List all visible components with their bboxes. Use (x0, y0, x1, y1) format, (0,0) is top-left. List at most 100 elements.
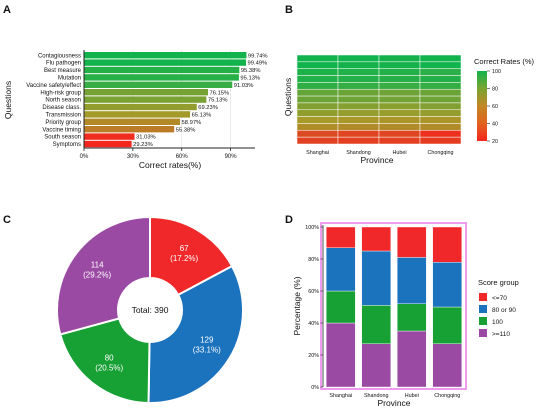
panel-b-heatmap-cell (337, 54, 380, 63)
panel-b-x-title: Province (360, 155, 393, 165)
panel-b-heatmap-cell (378, 82, 421, 90)
panel-a-value-labels: 99.74% 99.49%95.38% 95.13%91.03% 76.15% 75.1… (133, 53, 268, 148)
panel-b-heatmap-cell (337, 130, 380, 138)
panel-b-heatmap-cell (378, 95, 421, 104)
panel-d-bar-segment (432, 226, 463, 263)
panel-b-heatmap-cell (296, 123, 339, 131)
panel-b-heatmap-cell (296, 109, 339, 117)
panel-b-heatmap-cell (419, 61, 462, 69)
panel-a-category-label: Symptoms (53, 142, 81, 148)
panel-a-category-label: Priority group (45, 120, 81, 126)
panel-a-category-label: Contagiousness (38, 53, 81, 59)
panel-b-heatmap-cell (337, 116, 380, 124)
panel-b-heatmap-cell (337, 123, 380, 131)
panel-d: D 0% 20% 40% 60% 80% 100% Shanghai Shandong Hub… (285, 214, 519, 408)
panel-b-heatmap-cell (378, 136, 421, 145)
panel-a-x-tick-label: 90% (225, 154, 238, 160)
panel-d-bar-segment (396, 226, 427, 258)
panel-c-slice-count: 80 (105, 354, 114, 363)
panel-c-donut-slice (147, 264, 244, 404)
panel-a-bar (84, 52, 247, 59)
panel-d-legend-title: Score group (478, 278, 519, 287)
panel-b-x-ticks: Shanghai Shandong Hubei Chongqing (306, 150, 453, 156)
panel-b-letter: B (285, 4, 293, 16)
panel-c-slice-count: 129 (200, 336, 214, 345)
panel-a-category-label: Flu pathogen (46, 61, 81, 67)
panel-c-slice-percent: (17.2%) (170, 254, 198, 263)
panel-b-heatmap-cell (419, 130, 462, 138)
panel-a-value-label: 76.15% (210, 90, 230, 96)
panel-a-bar (84, 74, 239, 81)
panel-b-colorbar-tick-label: 80 (492, 87, 498, 93)
panel-a-category-label: North season (45, 98, 81, 104)
panel-c-slice-percent: (20.5%) (95, 364, 123, 373)
panel-b-heatmap-cell (337, 109, 380, 117)
panel-b-heatmap-cell (337, 136, 380, 145)
panel-b-heatmap-cell (419, 88, 462, 97)
panel-b-heatmap-cell (296, 54, 339, 63)
panel-b-heatmap-cell (296, 130, 339, 138)
panel-c: C 67(17.2%) 129(33.1%) 80(20.5%) 114(29.2%)… (3, 214, 244, 405)
panel-c-donut-slice (149, 215, 234, 297)
panel-a-bar (84, 96, 207, 103)
panel-c-slice-labels: 67(17.2%) 129(33.1%) 80(20.5%) 114(29.2%) (83, 244, 221, 373)
panel-b-heatmap-cell (337, 75, 380, 83)
panel-a-value-label: 95.13% (240, 76, 260, 82)
panel-b-heatmap-cell (337, 102, 380, 111)
panel-b-heatmap-cell (296, 75, 339, 83)
panel-d-legend-swatch (479, 329, 487, 337)
panel-a-bar (84, 140, 132, 148)
panel-d-y-tick-label: 60% (308, 289, 319, 295)
panel-a-bar (84, 118, 181, 125)
panel-b-x-tick-label: Chongqing (427, 150, 453, 156)
panel-b-heatmap-cell (337, 61, 380, 69)
panel-d-bar-segment (325, 290, 356, 324)
panel-d-bar-segment (396, 257, 427, 304)
panel-a-bar (84, 59, 247, 66)
panel-b-heatmap-cell (296, 61, 339, 69)
panel-a-x-tick-label: 60% (176, 154, 189, 160)
panel-d-letter: D (285, 214, 293, 226)
panel-d-y-title: Percentage (%) (292, 276, 302, 335)
panel-b-x-tick-label: Hubei (392, 150, 406, 156)
panel-b-heatmap-cell (419, 123, 462, 131)
panel-d-bar-segment (361, 226, 392, 252)
panel-b-heatmap-cell (378, 123, 421, 131)
panel-b-heatmap-cell (337, 68, 380, 76)
panel-b-heatmap-cell (378, 54, 421, 63)
panel-a-value-label: 65.13% (192, 113, 212, 119)
panel-a-x-ticks: 0% 30% 60% 90% (80, 148, 238, 160)
panel-a-value-label: 75.13% (208, 98, 228, 104)
panel-d-bar-segment (432, 262, 463, 308)
panel-b-heatmap-cell (378, 75, 421, 83)
panel-c-slice-count: 67 (180, 244, 189, 253)
panel-b-heatmap-cell (419, 136, 462, 145)
panel-a-category-label: Disease class. (42, 105, 81, 111)
panel-b-heatmap-cell (419, 75, 462, 83)
panel-c-slice-count: 114 (91, 261, 104, 270)
panel-a-x-tick-label: 0% (80, 154, 89, 160)
panel-a-category-label: Vaccine safety/effect (26, 83, 81, 89)
panel-d-legend: <=70 80 or 90 100 >=110 (479, 293, 516, 338)
panel-b-colorbar-tick-label: 20 (492, 139, 498, 145)
panel-b-x-tick-label: Shandong (346, 150, 371, 156)
panel-a-bar (84, 89, 209, 96)
panel-b-heatmap-cells (296, 54, 462, 145)
panel-a-category-label: South season (44, 135, 81, 141)
panel-b-legend-title: Correct Rates (%) (474, 57, 535, 66)
panel-a-bars (84, 52, 247, 148)
panel-b-heatmap-cell (419, 82, 462, 90)
panel-c-slice-percent: (29.2%) (83, 271, 111, 280)
panel-a-value-label: 95.38% (241, 68, 261, 74)
panel-d-x-tick-label: Shanghai (329, 393, 352, 399)
panel-a-x-tick-label: 30% (127, 154, 140, 160)
panel-c-center-total: Total: 390 (132, 305, 169, 315)
panel-b-heatmap-cell (378, 109, 421, 117)
panel-d-legend-label: 80 or 90 (492, 307, 516, 314)
panel-d-y-tick-label: 40% (308, 321, 319, 327)
panel-a-y-title: Questions (3, 81, 13, 119)
panel-a-bar (84, 103, 197, 111)
panel-b-heatmap-cell (296, 136, 339, 145)
panel-d-y-ticks: 0% 20% 40% 60% 80% 100% (305, 225, 323, 391)
panel-a-value-label: 29.23% (133, 142, 153, 148)
